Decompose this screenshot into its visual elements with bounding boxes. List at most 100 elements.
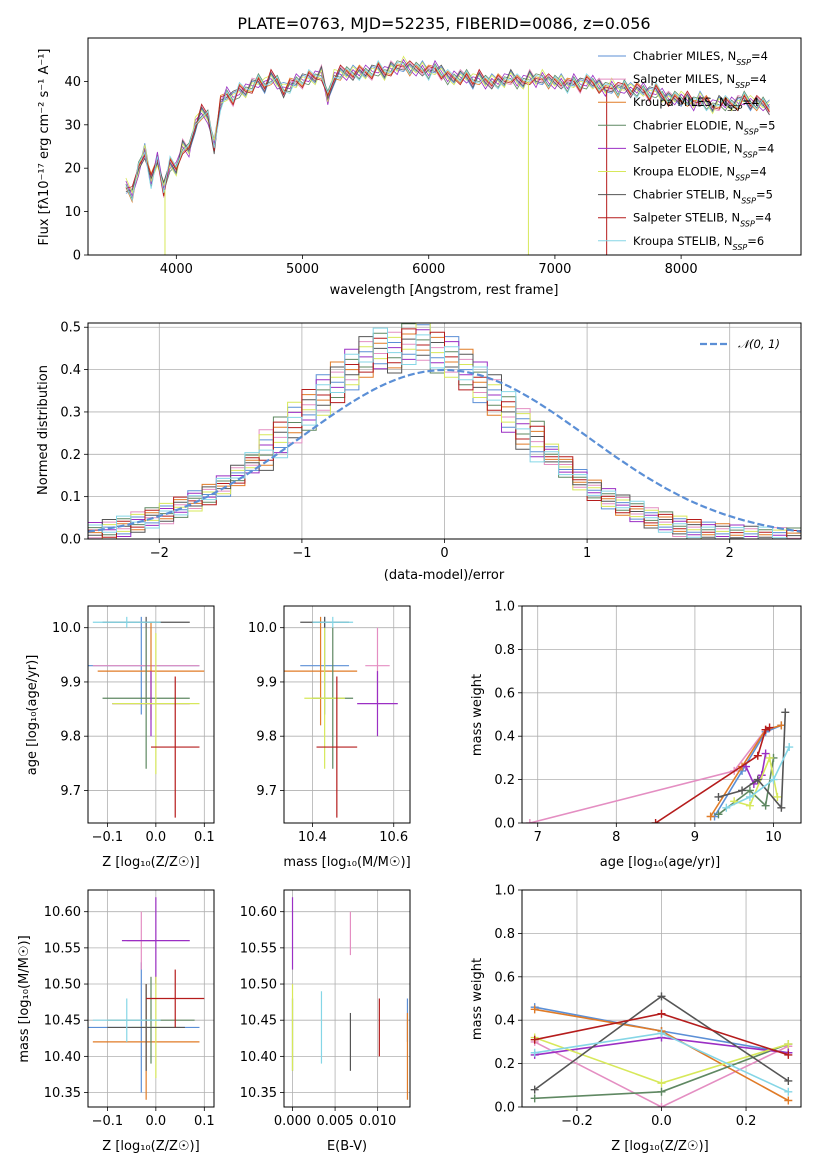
x-tick-label: −0.2 bbox=[561, 1114, 593, 1129]
weight-point-marker bbox=[761, 801, 770, 810]
weight-point-marker bbox=[745, 801, 754, 810]
x-tick-label: 0.1 bbox=[194, 1114, 215, 1129]
y-tick-label: 9.7 bbox=[256, 784, 277, 799]
weight-point-marker bbox=[738, 786, 747, 795]
weight-point-marker bbox=[784, 1096, 793, 1105]
weight-point-marker bbox=[714, 810, 723, 819]
x-tick-label: 0.0 bbox=[651, 1114, 672, 1129]
weight-point-marker bbox=[765, 753, 774, 762]
weight-point-marker bbox=[530, 1085, 539, 1094]
weight-point-marker bbox=[784, 1040, 793, 1049]
legend-label: Chabrier MILES, NSSP=4 bbox=[633, 49, 768, 67]
weight-age-xlabel: age [log₁₀(age/yr)] bbox=[600, 855, 721, 870]
y-tick-label: 0.1 bbox=[60, 490, 81, 505]
spectrum-ylabel: Flux [fλ10⁻¹⁷ erg cm⁻² s⁻¹ A⁻¹] bbox=[37, 49, 52, 246]
weight-point-marker bbox=[657, 1079, 666, 1088]
weight-point-marker bbox=[781, 708, 790, 717]
y-tick-label: 1.0 bbox=[494, 884, 515, 899]
figure-title: PLATE=0763, MJD=52235, FIBERID=0086, z=0… bbox=[237, 14, 650, 33]
weight-point-marker bbox=[657, 1103, 666, 1107]
residual-histogram-panel: (data-model)/error Normed distribution −… bbox=[36, 321, 802, 583]
x-tick-label: 0.0 bbox=[146, 830, 167, 845]
axes-frame bbox=[283, 889, 411, 1108]
x-tick-label: 1 bbox=[583, 546, 591, 561]
x-tick-label: 0.2 bbox=[736, 1114, 757, 1129]
mass-vs-extinction-panel: E(B-V) 0.000 0.005 0.010 10.35 10.40 10.45 10.… bbox=[240, 889, 411, 1154]
histogram-ylabel: Normed distribution bbox=[36, 365, 51, 495]
age-z-xlabel: Z [log₁₀(Z/Z☉)] bbox=[102, 855, 199, 870]
x-tick-label: 0.010 bbox=[359, 1114, 396, 1129]
y-tick-label: 0.8 bbox=[494, 927, 515, 942]
weight-series-line bbox=[725, 746, 790, 809]
y-tick-label: 10.45 bbox=[44, 1014, 81, 1029]
x-tick-label: 8000 bbox=[665, 262, 698, 277]
weight-point-marker bbox=[657, 1029, 666, 1038]
weight-point-marker bbox=[657, 1087, 666, 1096]
legend-label: 𝒩(0, 1) bbox=[738, 337, 780, 351]
histogram-steps bbox=[88, 323, 801, 539]
errorbar-group bbox=[88, 616, 205, 818]
y-tick-label: 10.35 bbox=[44, 1086, 81, 1101]
x-tick-label: 7000 bbox=[538, 262, 571, 277]
y-tick-label: 0.6 bbox=[494, 686, 515, 701]
axes-frame bbox=[87, 605, 215, 824]
y-tick-label: 0.2 bbox=[494, 1057, 515, 1072]
spectrum-series-line bbox=[125, 60, 770, 197]
x-tick-label: 9 bbox=[691, 830, 699, 845]
legend-label: Chabrier STELIB, NSSP=5 bbox=[633, 188, 773, 206]
y-tick-label: 30 bbox=[64, 118, 81, 133]
weight-point-marker bbox=[530, 1005, 539, 1014]
weight-point-marker bbox=[761, 749, 770, 758]
y-tick-label: 10.0 bbox=[248, 621, 277, 636]
legend-label: Kroupa ELODIE, NSSP=4 bbox=[633, 165, 767, 183]
normal-curve bbox=[88, 368, 801, 533]
weight-point-marker bbox=[714, 792, 723, 801]
spectrum-series-line bbox=[125, 58, 770, 197]
x-tick-label: 7 bbox=[534, 830, 542, 845]
x-tick-label: 0.1 bbox=[194, 830, 215, 845]
mass-ebv-xlabel: E(B-V) bbox=[327, 1139, 367, 1154]
y-tick-label: 0.5 bbox=[60, 321, 81, 336]
y-tick-label: 0.2 bbox=[494, 773, 515, 788]
x-tick-label: 0 bbox=[440, 546, 448, 561]
mass-weight-vs-metallicity-panel: Z [log₁₀(Z/Z☉)] mass weight −0.2 0.0 0.2 0.… bbox=[470, 884, 802, 1154]
y-tick-label: 0 bbox=[73, 249, 81, 264]
weight-age-ylabel: mass weight bbox=[470, 674, 485, 756]
legend-label: Salpeter ELODIE, NSSP=4 bbox=[633, 141, 774, 159]
weight-point-marker bbox=[722, 803, 731, 812]
histogram-series-step bbox=[88, 327, 801, 539]
y-tick-label: 9.8 bbox=[60, 730, 81, 745]
y-tick-label: 10.45 bbox=[240, 1014, 277, 1029]
x-tick-label: 2 bbox=[726, 546, 734, 561]
errorbar-group bbox=[284, 616, 398, 818]
axes-frame bbox=[283, 605, 411, 824]
y-tick-label: 10.50 bbox=[240, 978, 277, 993]
weight-series-line bbox=[529, 729, 767, 823]
weight-point-marker bbox=[657, 992, 666, 1001]
x-tick-label: 0.005 bbox=[316, 1114, 353, 1129]
weight-lines bbox=[525, 708, 794, 823]
y-tick-label: 20 bbox=[64, 162, 81, 177]
spectrum-series-line bbox=[125, 60, 770, 201]
x-tick-label: −0.1 bbox=[92, 1114, 124, 1129]
y-tick-label: 9.8 bbox=[256, 730, 277, 745]
x-tick-label: −2 bbox=[150, 546, 169, 561]
weight-point-marker bbox=[784, 1050, 793, 1059]
mass-vs-metallicity-panel: Z [log₁₀(Z/Z☉)] mass [log₁₀(M/M☉)] −0.1 0… bbox=[17, 889, 215, 1154]
axes-frame bbox=[87, 322, 802, 540]
spectrum-series-line bbox=[125, 60, 770, 194]
age-vs-metallicity-panel: Z [log₁₀(Z/Z☉)] age [log₁₀(age/yr)] −0.1… bbox=[25, 605, 215, 870]
spectrum-series-line bbox=[125, 55, 770, 194]
y-tick-label: 0.6 bbox=[494, 970, 515, 985]
weight-point-marker bbox=[525, 819, 534, 823]
y-tick-label: 9.9 bbox=[256, 675, 277, 690]
y-tick-label: 9.9 bbox=[60, 675, 81, 690]
spectrum-series-line bbox=[125, 61, 770, 192]
legend-label: Kroupa STELIB, NSSP=6 bbox=[633, 234, 764, 252]
x-tick-label: 10.4 bbox=[298, 830, 327, 845]
weight-point-marker bbox=[784, 1087, 793, 1096]
mass-z-ylabel: mass [log₁₀(M/M☉)] bbox=[17, 935, 32, 1062]
spectrum-lines bbox=[125, 55, 770, 255]
x-tick-label: 0.000 bbox=[274, 1114, 311, 1129]
